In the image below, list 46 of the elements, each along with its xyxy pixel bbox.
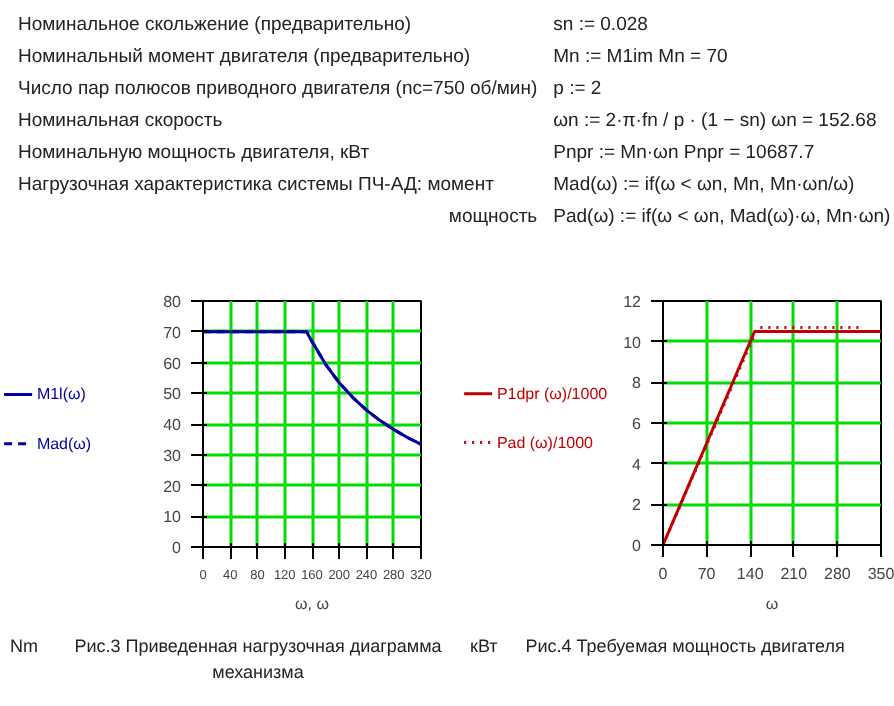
y-tick-label: 12 xyxy=(623,293,643,311)
y-tick-label: 0 xyxy=(172,539,183,557)
text: Номинальная скорость xyxy=(16,108,225,136)
text: Нагрузочная характеристика системы ПЧ-АД: момент xyxy=(16,172,496,200)
x-axis-title: ω xyxy=(765,595,779,613)
y-tick-label: 10 xyxy=(163,508,183,527)
y-tick-label: 2 xyxy=(632,496,643,515)
x-tick-label: 140 xyxy=(736,565,765,583)
text: Число пар полюсов приводного двигателя (nc=750 об/мин) xyxy=(16,76,540,104)
text: p := 2 xyxy=(551,76,604,104)
y-tick-label: 4 xyxy=(632,455,643,474)
y-tick-label: 60 xyxy=(163,354,183,373)
x-tick-label: 280 xyxy=(824,565,852,583)
y-tick-label: 80 xyxy=(163,293,183,311)
text: Nm xyxy=(10,634,38,660)
text: Номинальное скольжение (предварительно) xyxy=(16,12,414,40)
text: Номинальную мощность двигателя, кВт xyxy=(16,140,372,168)
text: Pnpr := Mn·ωn Pnpr = 10687.7 xyxy=(551,140,817,168)
x-tick-label: 350 xyxy=(867,565,894,583)
y-tick-label: 50 xyxy=(163,385,183,404)
x-axis-title: ω, ω xyxy=(295,595,329,613)
text: мощность xyxy=(446,204,540,232)
legend-label: P1dpr (ω)/1000 xyxy=(496,384,609,403)
legend-label: M1l(ω) xyxy=(36,385,87,404)
legend-label: Pad (ω)/1000 xyxy=(496,433,595,452)
text: Рис.3 Приведенная нагрузочная диаграмма механизма xyxy=(72,634,444,686)
text: sn := 0.028 xyxy=(551,12,650,40)
y-tick-label: 0 xyxy=(632,537,643,555)
text: Рис.4 Требуемая мощность двигателя xyxy=(525,634,845,660)
y-tick-label: 20 xyxy=(163,477,183,496)
text: Mn := M1im Mn = 70 xyxy=(551,44,730,72)
text: кВт xyxy=(470,634,498,660)
y-tick-label: 30 xyxy=(163,446,183,465)
text: Mad(ω) := if(ω < ωn, Mn, Mn·ωn/ω) xyxy=(551,172,857,200)
x-tick-label: 70 xyxy=(697,565,717,583)
text: Номинальный момент двигателя (предварительно) xyxy=(16,44,473,72)
legend-label: Mad(ω) xyxy=(36,434,92,453)
text: Pad(ω) := if(ω < ωn, Mad(ω)·ω, Mn·ωn) xyxy=(551,204,893,232)
text: ωn := 2·π·fn / p · (1 − sn) ωn = 152.68 xyxy=(551,108,879,136)
y-tick-label: 6 xyxy=(632,415,643,433)
y-tick-label: 8 xyxy=(632,374,643,393)
x-tick-label: 0 xyxy=(658,565,669,583)
y-tick-label: 40 xyxy=(163,416,183,434)
x-tick-label: 210 xyxy=(780,565,809,583)
y-tick-label: 10 xyxy=(623,333,643,352)
y-tick-label: 70 xyxy=(163,323,183,342)
